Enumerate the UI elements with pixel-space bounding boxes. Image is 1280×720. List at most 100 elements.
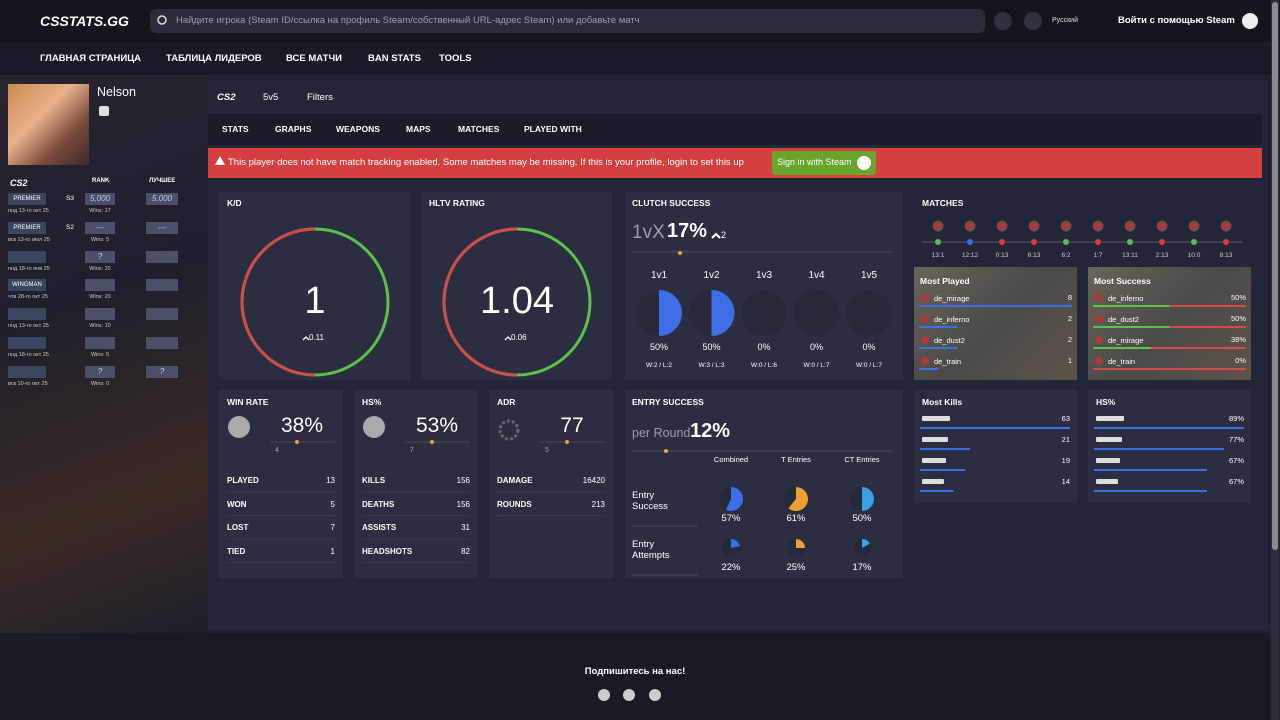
stat-label: WON <box>227 499 247 509</box>
mode-badge <box>8 337 46 349</box>
clutch-type: 1v1 <box>650 270 668 281</box>
alert-text: This player does not have match tracking… <box>228 157 744 168</box>
match-score: 8:13 <box>1219 252 1233 259</box>
match-score: 13:11 <box>1122 252 1138 259</box>
nav-item[interactable]: ВСЕ МАТЧИ <box>286 53 342 64</box>
date: вск 13-го июл 25 <box>8 236 50 243</box>
match-score: 1:7 <box>1093 252 1103 259</box>
side-bg <box>0 75 208 633</box>
weapon-value: 21 <box>1061 435 1070 444</box>
entry-pct: 57% <box>721 513 741 524</box>
card-title: HS% <box>1096 397 1116 407</box>
stat-number: 7 <box>330 523 335 532</box>
login[interactable]: Войти с помощью Steam <box>1118 15 1235 26</box>
season: S2 <box>66 223 74 231</box>
map-name: de_train <box>934 357 962 366</box>
tab[interactable]: MAPS <box>406 124 431 134</box>
gauge-delta: 0.11 <box>309 333 324 342</box>
stat-delta: 7 <box>410 447 414 454</box>
map-name: de_inferno <box>1108 294 1144 303</box>
stat-label: DEATHS <box>362 499 395 509</box>
stat-label: ASSISTS <box>362 523 397 532</box>
wins: Wins: 17 <box>89 208 111 214</box>
weapon-icon <box>922 458 946 463</box>
alert <box>208 148 1262 178</box>
rank-box: 5,000 <box>85 193 115 205</box>
card-title: ADR <box>497 397 516 407</box>
clutch-record: W:0 / L:7 <box>856 362 882 369</box>
tab[interactable]: MATCHES <box>458 124 500 134</box>
clutch-record: W:0 / L:7 <box>803 362 830 369</box>
tab[interactable]: WEAPONS <box>336 124 380 134</box>
entry-column: CT Entries <box>844 455 880 464</box>
nav-item[interactable]: TOOLS <box>439 53 472 64</box>
stat-number: 16420 <box>582 476 605 485</box>
language: Русский <box>1052 17 1078 24</box>
entry-column: Combined <box>713 455 749 464</box>
nav-item[interactable]: BAN STATS <box>368 53 421 64</box>
clutch-pct: 0% <box>862 342 876 352</box>
rank-box: ? <box>85 365 115 378</box>
entry-label: per Round <box>632 426 691 440</box>
entry-pct: 25% <box>786 562 806 573</box>
rank-header: CS2 <box>10 178 28 188</box>
weapon-icon <box>1096 416 1124 421</box>
steam-badge <box>99 106 109 116</box>
tabs-bar <box>208 114 1262 145</box>
card <box>625 192 903 380</box>
panel-title: Most Played <box>920 276 970 286</box>
player-name: Nelson <box>97 85 136 99</box>
search-bar[interactable] <box>150 9 985 33</box>
match-score: 10:0 <box>1187 252 1201 259</box>
map-name: de_dust2 <box>1108 315 1139 324</box>
card-title: WIN RATE <box>227 397 269 407</box>
wins: Wins: 10 <box>89 323 111 330</box>
clutch-type: 1v3 <box>755 270 773 281</box>
date: чтв 28-го окт 25 <box>8 294 48 301</box>
rank-header: ЛУЧШЕЕ <box>149 178 176 184</box>
stat-label: KILLS <box>362 476 386 485</box>
tab[interactable]: STATS <box>222 124 249 134</box>
weapon-icon <box>1096 458 1120 463</box>
map-value: 2 <box>1067 335 1072 344</box>
steam-button-text[interactable]: Sign in with Steam <box>777 157 852 167</box>
match-score: 6:2 <box>1061 252 1071 259</box>
weapon-icon <box>1096 479 1118 484</box>
map-value: 38% <box>1230 335 1246 344</box>
clutch-record: W:3 / L:3 <box>698 362 725 369</box>
match-score: 12:12 <box>961 252 979 259</box>
nav-bar <box>0 42 1280 75</box>
map-value: 0% <box>1235 356 1246 365</box>
map-value: 50% <box>1230 293 1246 302</box>
date: пнд 13-го окт 25 <box>8 323 49 330</box>
tab[interactable]: GRAPHS <box>275 124 312 134</box>
clutch-pct: 0% <box>809 342 823 352</box>
nav-item[interactable]: ГЛАВНАЯ СТРАНИЦА <box>40 53 142 64</box>
nav-item[interactable]: ТАБЛИЦА ЛИДЕРОВ <box>166 53 262 64</box>
entry-value: 12% <box>690 420 731 442</box>
match-score: 13:1 <box>931 252 945 259</box>
best-box: ? <box>146 365 178 378</box>
wins: Wins: 5 <box>90 236 110 243</box>
gauge-delta: 0.06 <box>511 333 527 342</box>
card-title: HLTV RATING <box>429 198 485 208</box>
filter[interactable]: Filters <box>307 92 333 103</box>
stat-label: HEADSHOTS <box>362 546 413 556</box>
clutch-type: 1v2 <box>703 270 720 281</box>
scrollbar <box>1271 0 1279 720</box>
map-panel <box>1088 267 1251 380</box>
card-title: HS% <box>362 397 382 407</box>
card-title: Most Kills <box>922 397 963 407</box>
weapon-value: 77% <box>1228 435 1244 444</box>
filter[interactable]: 5v5 <box>263 92 279 103</box>
rank-box <box>85 279 115 292</box>
stat-number: 156 <box>456 499 470 509</box>
weapon-value: 14 <box>1061 477 1070 486</box>
weapon-icon <box>1096 437 1122 442</box>
clutch-type: 1v5 <box>860 270 878 281</box>
stat-value: 38% <box>280 414 324 437</box>
best-box <box>146 308 178 321</box>
tab[interactable]: PLAYED WITH <box>524 124 582 134</box>
filter[interactable]: CS2 <box>217 92 236 103</box>
stat-label: DAMAGE <box>497 476 533 485</box>
